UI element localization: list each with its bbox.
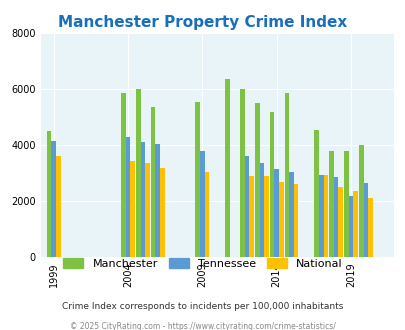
Bar: [56, 156, 60, 257]
Bar: [130, 161, 134, 257]
Bar: [225, 79, 229, 257]
Bar: [155, 144, 160, 257]
Bar: [195, 102, 200, 257]
Bar: [348, 196, 352, 257]
Bar: [288, 172, 293, 257]
Bar: [204, 172, 209, 257]
Bar: [145, 163, 149, 257]
Text: Manchester Property Crime Index: Manchester Property Crime Index: [58, 15, 347, 30]
Bar: [363, 183, 367, 257]
Bar: [263, 176, 268, 257]
Bar: [343, 151, 348, 257]
Bar: [323, 175, 327, 257]
Bar: [278, 182, 283, 257]
Bar: [318, 175, 323, 257]
Bar: [328, 151, 333, 257]
Bar: [47, 131, 51, 257]
Text: Crime Index corresponds to incidents per 100,000 inhabitants: Crime Index corresponds to incidents per…: [62, 302, 343, 311]
Bar: [313, 130, 318, 257]
Text: © 2025 CityRating.com - https://www.cityrating.com/crime-statistics/: © 2025 CityRating.com - https://www.city…: [70, 322, 335, 330]
Bar: [244, 156, 249, 257]
Bar: [259, 163, 263, 257]
Bar: [51, 141, 56, 257]
Bar: [151, 107, 155, 257]
Bar: [269, 112, 274, 257]
Bar: [293, 184, 298, 257]
Legend: Manchester, Tennessee, National: Manchester, Tennessee, National: [59, 254, 346, 273]
Bar: [274, 169, 278, 257]
Bar: [121, 93, 126, 257]
Bar: [358, 145, 363, 257]
Bar: [249, 176, 253, 257]
Bar: [200, 151, 204, 257]
Bar: [140, 143, 145, 257]
Bar: [136, 89, 140, 257]
Bar: [284, 93, 288, 257]
Bar: [160, 168, 164, 257]
Bar: [352, 191, 357, 257]
Bar: [126, 137, 130, 257]
Bar: [367, 199, 372, 257]
Bar: [338, 187, 342, 257]
Bar: [254, 103, 259, 257]
Bar: [333, 178, 338, 257]
Bar: [239, 89, 244, 257]
